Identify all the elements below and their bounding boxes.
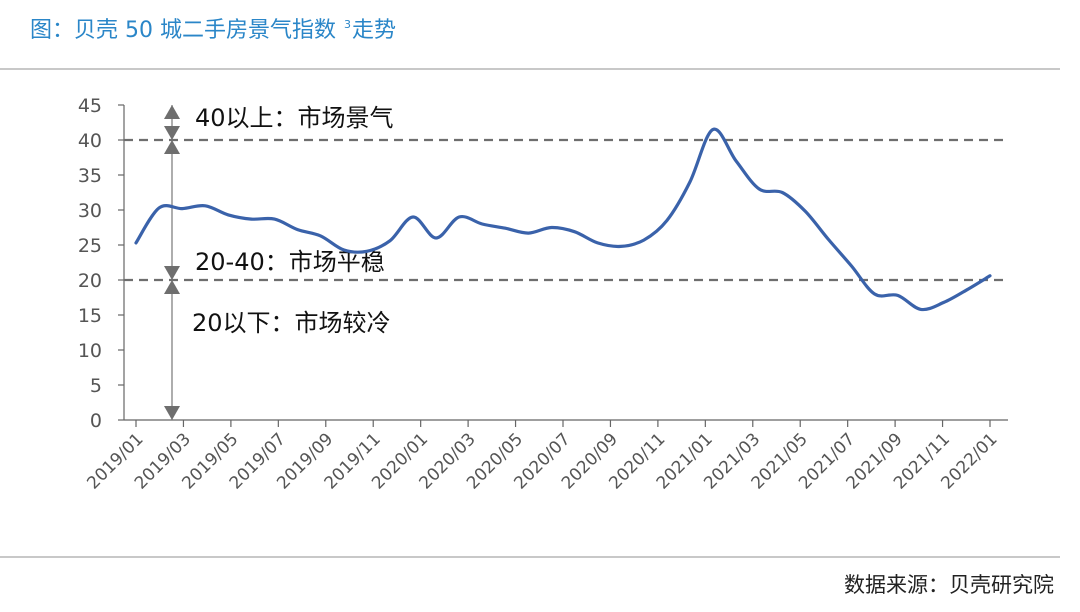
arrow-head-down [164,266,180,280]
arrow-above-40 [164,105,180,140]
y-tick-label: 25 [78,235,102,257]
arrow-head-up [164,280,180,294]
arrow-head-down [164,126,180,140]
series-line-0 [134,127,992,312]
arrow-head-up [164,140,180,154]
top-divider [0,68,1060,70]
series-layer [134,127,992,312]
chart-title: 图：贝壳 50 城二手房景气指数 3走势 [30,18,396,43]
y-tick-label: 30 [78,200,102,222]
bottom-divider [0,556,1060,558]
title-footnote-mark: 3 [343,18,351,31]
arrow-head-up [164,105,180,119]
arrow-below-20 [164,280,180,420]
arrow-head-down [164,406,180,420]
y-tick-label: 5 [90,375,102,397]
data-source: 数据来源：贝壳研究院 [844,573,1054,597]
y-tick-label: 15 [78,305,102,327]
annotation-above-40: 40以上：市场景气 [195,104,394,132]
y-tick-label: 10 [78,340,102,362]
y-tick-label: 35 [78,165,102,187]
y-tick-label: 0 [90,410,102,432]
y-tick-label: 45 [78,95,102,117]
range-arrows [164,105,180,420]
y-tick-label: 20 [78,270,102,292]
annotation-below-20: 20以下：市场较冷 [192,309,391,337]
y-tick-label: 40 [78,130,102,152]
arrow-20-40 [164,140,180,280]
axes: 0510152025303540452019/012019/032019/052… [78,95,1008,493]
